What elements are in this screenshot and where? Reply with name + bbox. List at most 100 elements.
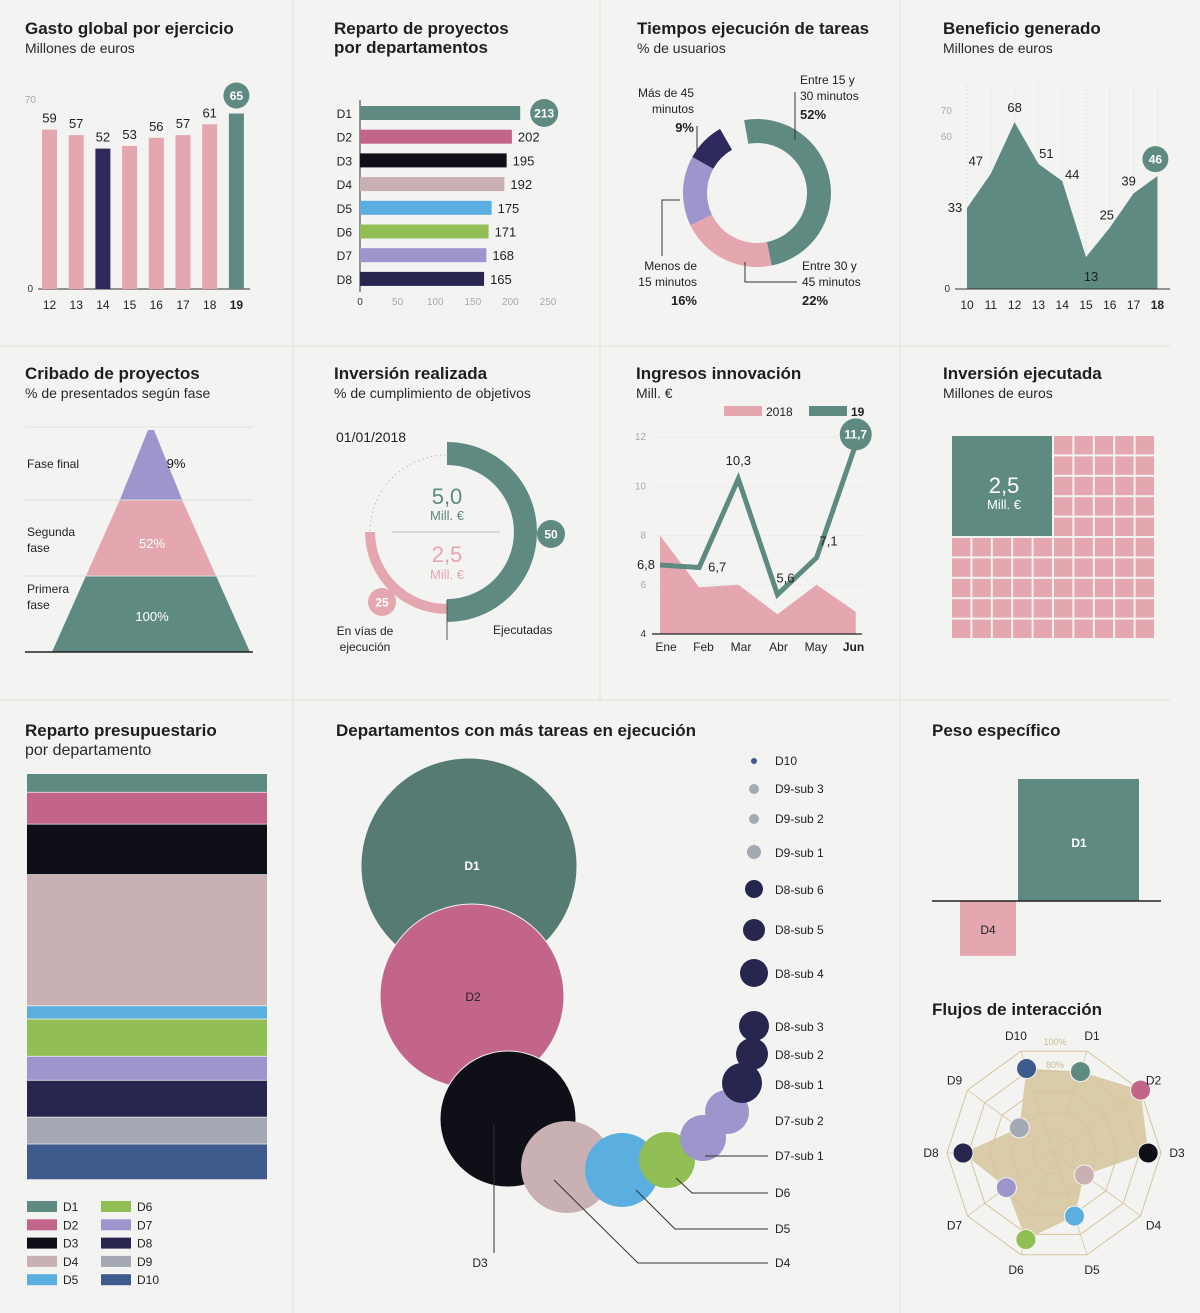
gasto-bar: [175, 135, 191, 289]
waffle-highlight-block: [952, 436, 1052, 536]
ingresos-xtick: May: [805, 640, 828, 654]
bubble: [749, 784, 759, 794]
waffle-cell: [1013, 558, 1032, 577]
radar-point: [1130, 1079, 1152, 1101]
cribado-phase-value: 9%: [167, 456, 186, 471]
bubble-label: D10: [775, 754, 797, 768]
legend-label: D2: [63, 1218, 79, 1232]
legend-swatch: [27, 1274, 57, 1286]
reparto-bar: [360, 271, 485, 286]
beneficio-chart: 70 60 0 10 33 11 47 12 68 13 51 14 44 15 13 16 25 17 39 18 4…: [941, 85, 1170, 312]
panel-dividers: [0, 0, 1170, 1313]
ingresos-value-label: 6,8: [637, 557, 655, 572]
waffle-cell: [1135, 619, 1154, 638]
waffle-cell: [1115, 558, 1134, 577]
gasto-value-label: 57: [176, 116, 190, 131]
radar-point: [1015, 1228, 1037, 1250]
cribado-phase-label: Fase final: [27, 457, 79, 471]
waffle-cell: [992, 619, 1012, 638]
waffle-cell: [972, 578, 991, 598]
peso-bar-label: D1: [1071, 836, 1087, 850]
waffle-cell: [1115, 517, 1134, 536]
tiempos-slice-label: 45 minutos: [802, 275, 861, 289]
bubble-label: D4: [775, 1256, 791, 1270]
reparto-value-first-badge: [530, 99, 559, 127]
bubble-label: D5: [775, 1222, 791, 1236]
ingresos-xtick: Ene: [655, 640, 677, 654]
waffle-cell: [1074, 456, 1093, 475]
legend-swatch: [101, 1237, 131, 1249]
radar-point: [952, 1142, 974, 1164]
beneficio-value-label: 25: [1100, 208, 1114, 223]
reparto-value-label: 192: [510, 177, 532, 192]
flujos-chart: 100% 80% D1 D2 D3 D4 D5 D6 D7 D8 D9 D10: [923, 1029, 1185, 1277]
bubble: [743, 919, 765, 941]
beneficio-xtick: 14: [1056, 298, 1070, 312]
waffle-cell: [1135, 436, 1154, 455]
tiempos-slice-value: 22%: [802, 293, 828, 308]
bubble-label: D3: [472, 1256, 488, 1270]
reparto-xtick: 150: [464, 297, 481, 308]
invreal-inner-label: En vías de: [337, 624, 394, 638]
bubble-label: D8-sub 1: [775, 1078, 824, 1092]
waffle-cell: [1115, 578, 1134, 598]
waffle-cell: [1115, 497, 1134, 516]
ingresos-xtick: Abr: [769, 640, 788, 654]
peso-bar-positive: [1018, 779, 1139, 901]
beneficio-value-label: 47: [969, 154, 983, 169]
invreal-inner-amount: 2,5: [432, 542, 463, 567]
tiempos-slice: [690, 214, 772, 267]
gasto-xtick: 15: [123, 298, 137, 312]
reparto-proyectos-title-2: por departamentos: [334, 38, 488, 57]
waffle-cell: [952, 558, 971, 577]
reparto-xtick: 200: [502, 297, 519, 308]
reparto-presupuestario-title-2: por departamento: [25, 742, 151, 759]
gasto-bar: [148, 137, 164, 289]
ingresos-legend-swatch: [724, 406, 762, 416]
reparto-bar: [360, 177, 505, 192]
waffle-cell: [972, 558, 991, 577]
gasto-value-label: 61: [202, 105, 216, 120]
legend-swatch: [27, 1219, 57, 1231]
radar-point: [1069, 1061, 1091, 1083]
reparto-ylabel: D8: [337, 273, 353, 287]
presupuesto-segment: [27, 874, 267, 1007]
bubble: [747, 845, 761, 859]
waffle-cell: [1033, 619, 1052, 638]
bubble-label: D8-sub 3: [775, 1020, 824, 1034]
radar-point: [1073, 1164, 1095, 1186]
waffle-cell: [1135, 558, 1154, 577]
bubble-label: D8-sub 5: [775, 923, 824, 937]
ingresos-value-label: 5,6: [776, 571, 794, 586]
ingresos-subtitle: Mill. €: [636, 385, 673, 401]
gasto-value-label: 56: [149, 119, 163, 134]
waffle-cell: [1074, 578, 1093, 598]
ingresos-xtick: Mar: [731, 640, 752, 654]
tiempos-slice-label: 15 minutos: [638, 275, 697, 289]
ingresos-ytick: 10: [635, 481, 647, 492]
tiempos-slice-value: 9%: [675, 120, 694, 135]
radar-point: [1137, 1142, 1159, 1164]
beneficio-xtick: 13: [1032, 298, 1046, 312]
legend-swatch: [101, 1255, 131, 1267]
invreal-outer-value-badge: [537, 520, 565, 548]
invreal-inner-unit: Mill. €: [430, 567, 465, 582]
waffle-cell: [1094, 436, 1114, 455]
tiempos-subtitle: % de usuarios: [637, 40, 726, 56]
radar-axis-label: D1: [1084, 1029, 1100, 1043]
bubble: [639, 1132, 695, 1188]
legend-swatch: [27, 1201, 57, 1212]
presupuesto-segment: [27, 1117, 267, 1145]
reparto-ylabel: D7: [337, 249, 353, 263]
cribado-phase: [119, 430, 183, 500]
waffle-cell: [1135, 578, 1154, 598]
inversion-ejecutada-title: Inversión ejecutada: [943, 364, 1102, 383]
gasto-bar: [68, 135, 84, 289]
bubble-label: D9-sub 3: [775, 782, 824, 796]
waffle-cell: [992, 578, 1012, 598]
waffle-cell: [1115, 599, 1134, 618]
presupuesto-segment: [27, 1019, 267, 1057]
bubble-label: D9-sub 1: [775, 846, 824, 860]
presupuesto-segment: [27, 1056, 267, 1081]
bubble-leader: [675, 1177, 768, 1194]
